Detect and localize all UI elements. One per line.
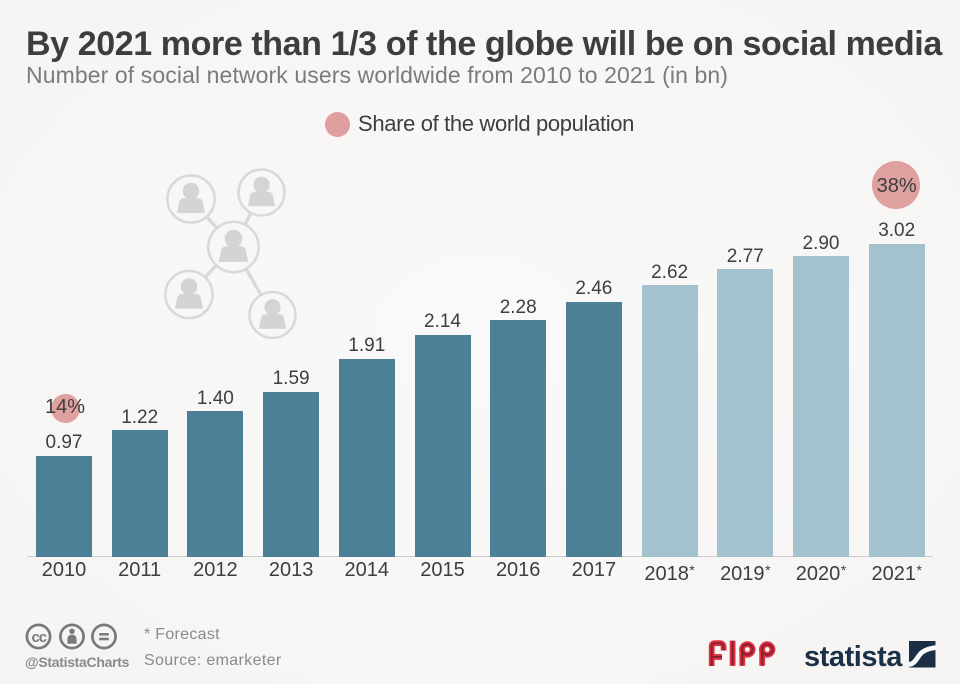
svg-text:cc: cc (32, 629, 47, 646)
